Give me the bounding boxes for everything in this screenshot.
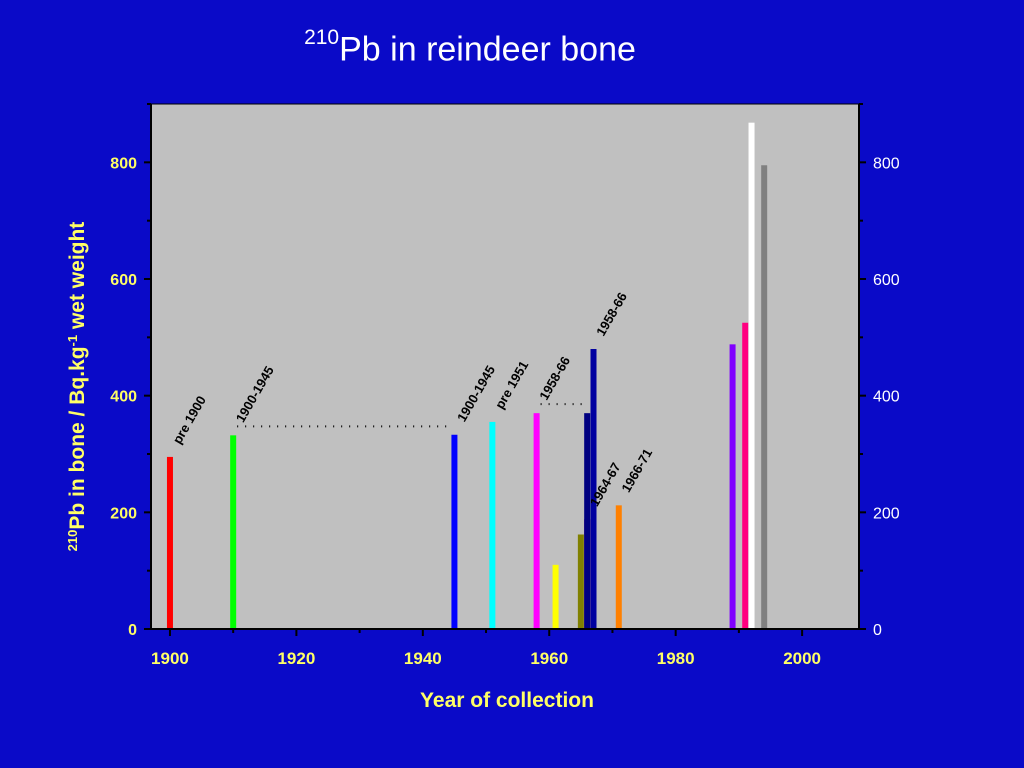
bar-1 (230, 435, 237, 629)
x-tick-label-1940: 1940 (404, 649, 442, 668)
x-tick-label-2000: 2000 (783, 649, 821, 668)
bar-0 (166, 456, 173, 629)
right-tick-label-0: 0 (873, 622, 882, 639)
y-axis-title-part2: wet weight (66, 222, 89, 335)
axes: 0 0 200 200 400 400 600 600 800 800 1900 1920 1940 19… (110, 103, 900, 668)
bar-3 (489, 421, 496, 629)
right-tick-label-400: 400 (873, 389, 900, 406)
y-tick-label-800: 800 (110, 155, 137, 172)
x-tick-label-1980: 1980 (657, 649, 695, 668)
chart-title: 210Pb in reindeer bone (0, 26, 940, 69)
y-axis-title-sup2: -1 (65, 335, 80, 347)
bar-10 (615, 505, 622, 629)
bar-2 (451, 434, 458, 629)
right-tick-label-200: 200 (873, 505, 900, 522)
bar-14 (761, 165, 768, 629)
bar-11 (729, 344, 736, 629)
bar-13 (748, 122, 755, 630)
right-tick-label-800: 800 (873, 155, 900, 172)
plot-area (151, 104, 859, 629)
bar-12 (742, 322, 749, 629)
y-axis-title-part1: Pb in bone / Bq.kg (66, 346, 89, 529)
y-axis-title-sup1: 210 (65, 530, 80, 552)
bar-8 (584, 413, 591, 629)
right-tick-label-600: 600 (873, 272, 900, 289)
x-tick-label-1960: 1960 (530, 649, 568, 668)
y-tick-label-400: 400 (110, 389, 137, 406)
y-tick-label-0: 0 (128, 622, 137, 639)
y-tick-label-200: 200 (110, 505, 137, 522)
x-tick-label-1920: 1920 (277, 649, 315, 668)
bar-9 (590, 349, 597, 629)
y-axis-title: 210Pb in bone / Bq.kg-1 wet weight (65, 222, 89, 552)
bar-6 (577, 534, 584, 629)
title-superscript: 210 (304, 26, 340, 49)
x-axis-title: Year of collection (420, 689, 594, 712)
y-tick-label-600: 600 (110, 272, 137, 289)
bar-5 (552, 564, 559, 629)
x-tick-label-1900: 1900 (151, 649, 189, 668)
title-text: Pb in reindeer bone (339, 30, 636, 69)
bar-4 (533, 413, 540, 629)
